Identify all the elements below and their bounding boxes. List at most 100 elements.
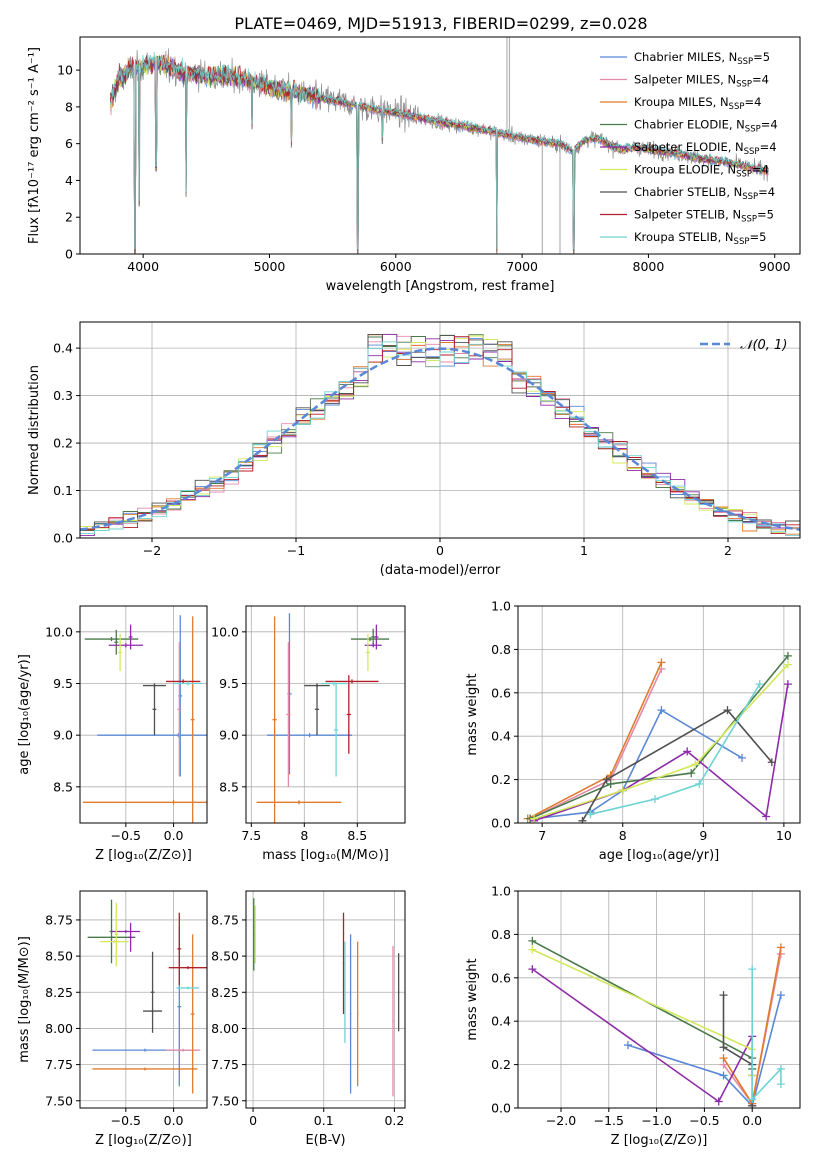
weight-point-marker — [783, 660, 792, 669]
chart-panels: 4000 5000 6000 7000 8000 90000246810wavelengt… — [17, 36, 801, 1148]
y-tick-label: 0.4 — [491, 729, 511, 744]
age-vs-mass-axes: 7.5 8 8.5 8.5 9.0 9.5 10.0 mass [log₁₀(M/M⊙)] — [211, 605, 406, 863]
y-tick-label: 0 — [65, 247, 73, 262]
weight-vs-age-panel: 7 8 9 10 0.0 0.2 0.4 0.6 0.8 1.0 age [log₁₀(age/yr… — [465, 599, 801, 863]
y-tick-label: 0.2 — [491, 772, 511, 787]
legend-count: =5 — [757, 208, 774, 222]
age-vs-metallicity-plot-area — [82, 615, 207, 823]
age-vs-metallicity-panel: −0.5 0.0 8.5 9.0 9.5 10.0 Z [log₁₀(Z/Z⊙)] age [… — [17, 605, 208, 863]
age-vs-mass-frame — [245, 605, 406, 824]
x-tick-label: 9 — [699, 828, 707, 843]
weight-point-marker — [748, 965, 757, 974]
legend-count: =5 — [753, 50, 770, 64]
x-tick-label: 0.0 — [742, 1113, 762, 1128]
y-tick-label: 0.6 — [491, 685, 511, 700]
x-tick-label: −0.5 — [111, 828, 141, 843]
model-spectrum-line — [109, 54, 769, 251]
legend-subscript: SSP — [736, 170, 752, 180]
legend-label: Chabrier ELODIE, N — [634, 118, 745, 132]
weight-point-marker — [618, 786, 627, 795]
weight-point-marker — [776, 1064, 785, 1073]
legend-subscript: SSP — [729, 102, 745, 112]
x-tick-label: 0 — [249, 1113, 257, 1128]
mass-vs-extinction-axes: 0 0.1 0.2 7.50 7.75 8.00 8.25 8.50 8.75 E(B-V) — [211, 890, 406, 1148]
mass-vs-extinction-plot-area — [253, 898, 400, 1097]
weight-point-marker — [723, 706, 732, 715]
age-vs-mass-panel: 7.5 8 8.5 8.5 9.0 9.5 10.0 mass [log₁₀(M/M⊙)] — [211, 605, 406, 863]
weight-point-marker — [714, 1097, 723, 1106]
y-tick-label: 8.5 — [219, 779, 239, 794]
weight-point-marker — [783, 680, 792, 689]
y-tick-label: 1.0 — [491, 884, 511, 899]
x-tick-label: 7000 — [506, 259, 538, 274]
x-tick-label: 9000 — [759, 259, 791, 274]
y-tick-label: 10.0 — [211, 624, 239, 639]
x-tick-label: −0.5 — [689, 1113, 719, 1128]
y-tick-label: 8.50 — [211, 949, 239, 964]
legend-entry: Chabrier STELIB, NSSP=4 — [634, 185, 775, 202]
weight-vs-metallicity-panel: −2.0 −1.5 −1.0 −0.5 0.0 0.0 0.2 0.4 0.6 0.8 1.0 Z [… — [465, 884, 801, 1148]
x-tick-label: 4000 — [127, 259, 159, 274]
legend-entry: Chabrier MILES, NSSP=5 — [634, 50, 770, 67]
legend-count: =4 — [760, 140, 777, 154]
y-axis-label: Flux [fλ10⁻¹⁷ erg cm⁻² s⁻¹ A⁻¹] — [27, 47, 42, 244]
legend-label: Chabrier STELIB, N — [634, 185, 742, 199]
y-tick-label: 7.50 — [45, 1093, 73, 1108]
legend-subscript: SSP — [745, 125, 761, 135]
legend-count: =4 — [761, 118, 778, 132]
weight-point-marker — [683, 747, 692, 756]
x-tick-label: 6000 — [380, 259, 412, 274]
mass-vs-metallicity-plot-area — [87, 899, 207, 1094]
weight-vs-age-plot-area — [523, 651, 792, 823]
x-axis-label: Z [log₁₀(Z/Z⊙)] — [95, 1133, 192, 1148]
weight-point-marker — [776, 943, 785, 952]
y-tick-label: 7.75 — [211, 1057, 239, 1072]
legend-label-normal: 𝒩(0, 1) — [740, 338, 787, 353]
weight-vs-age-axes: 7 8 9 10 0.0 0.2 0.4 0.6 0.8 1.0 age [log₁₀(age/yr… — [465, 599, 801, 863]
weight-point-marker — [530, 814, 539, 823]
x-tick-label: −1 — [287, 543, 305, 558]
legend-subscript: SSP — [742, 192, 758, 202]
weight-point-marker — [528, 945, 537, 954]
x-tick-label: 0.0 — [164, 828, 184, 843]
y-tick-label: 0.0 — [491, 816, 511, 831]
weight-series-line — [581, 709, 773, 822]
weight-point-marker — [719, 1071, 728, 1080]
weight-point-marker — [776, 1080, 785, 1089]
weight-point-marker — [528, 936, 537, 945]
y-tick-label: 7.50 — [211, 1093, 239, 1108]
mass-vs-extinction-frame — [245, 890, 406, 1109]
weight-point-marker — [657, 658, 666, 667]
x-tick-label: 8.5 — [347, 828, 367, 843]
weight-point-marker — [719, 991, 728, 1000]
legend-subscript: SSP — [736, 80, 752, 90]
legend-count: =4 — [752, 163, 769, 177]
x-tick-label: 2 — [724, 543, 732, 558]
weight-vs-metallicity-plot-area — [528, 936, 785, 1108]
x-tick-label: 8000 — [633, 259, 665, 274]
model-spectrum-line — [109, 51, 769, 250]
x-tick-label: 1 — [580, 543, 588, 558]
y-tick-label: 8.25 — [211, 985, 239, 1000]
y-tick-label: 9.0 — [53, 728, 73, 743]
legend-label: Kroupa MILES, N — [634, 95, 729, 109]
x-axis-label: Z [log₁₀(Z/Z⊙)] — [611, 1133, 708, 1148]
y-axis-label: mass weight — [465, 958, 480, 1040]
mass-vs-extinction-grid — [246, 891, 405, 1108]
weight-point-marker — [687, 769, 696, 778]
weight-point-marker — [748, 1095, 757, 1104]
weight-point-marker — [695, 779, 704, 788]
x-axis-label: age [log₁₀(age/yr)] — [599, 848, 720, 863]
y-tick-label: 8.75 — [45, 912, 73, 927]
y-tick-label: 10.0 — [45, 624, 73, 639]
spectrum-plot-area — [109, 37, 769, 254]
x-tick-label: 8 — [300, 828, 308, 843]
weight-vs-age-frame — [517, 605, 801, 824]
weight-series-line — [590, 683, 761, 816]
y-tick-label: 0.4 — [53, 341, 73, 356]
legend-count: =5 — [749, 230, 766, 244]
y-tick-label: 0.4 — [491, 1014, 511, 1029]
y-tick-label: 7.75 — [45, 1057, 73, 1072]
